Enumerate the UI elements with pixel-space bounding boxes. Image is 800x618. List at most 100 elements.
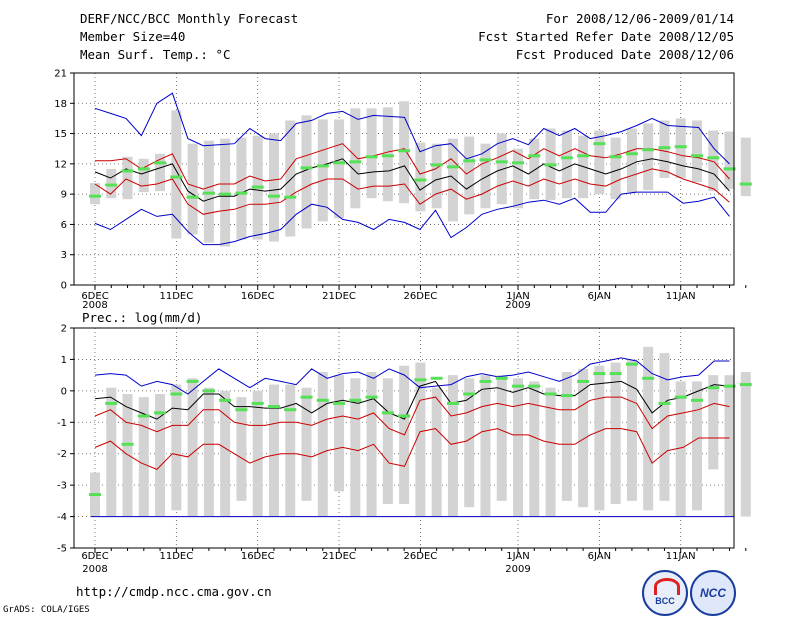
ensemble-median-mark [463,159,476,163]
forecast-period-label: For 2008/12/06-2009/01/14 [545,11,734,26]
ensemble-box [122,156,133,200]
ensemble-box [659,120,670,178]
started-refer-date-label: Fcst Started Refer Date 2008/12/05 [478,29,734,44]
ensemble-median-mark [723,384,736,388]
ensemble-box [480,375,491,517]
ensemble-median-mark [89,194,101,198]
ensemble-box [561,130,572,199]
ensemble-median-mark [284,408,297,412]
bcc-logo: BCC [642,570,688,616]
ensemble-box [415,142,426,212]
y-tick-label: 0 [61,386,67,397]
ensemble-box [513,148,524,209]
ensemble-box [220,138,231,247]
ensemble-box [138,397,149,517]
ensemble-box [285,384,296,517]
x-tick-label: 16DEC [241,291,275,302]
bcc-logo-text: BCC [655,596,675,606]
ensemble-median-mark [674,145,687,149]
ensemble-box [366,108,377,199]
ensemble-median-mark [528,154,541,158]
ensemble-median-mark [528,384,541,388]
ensemble-median-mark [267,405,280,409]
ensemble-median-mark [414,178,427,182]
x-tick-label: 11JAN [666,551,696,562]
ensemble-box [171,384,182,511]
ensemble-box [513,378,524,517]
ensemble-box [675,381,686,517]
x-tick-label: 21DEC [322,291,356,302]
ensemble-box [643,346,654,511]
ncc-logo-text: NCC [700,586,726,600]
ensemble-median-mark [381,411,394,415]
ensemble-median-mark [739,383,752,387]
ensemble-box [106,387,117,517]
series-max-line [94,357,730,395]
ensemble-median-mark [235,191,248,195]
ensemble-median-mark [137,414,150,418]
ensemble-box [301,387,312,501]
ensemble-box [578,368,589,508]
ensemble-box [529,381,540,517]
ensemble-box [90,183,100,205]
ensemble-median-mark [690,154,703,158]
ensemble-median-mark [544,392,557,396]
ensemble-median-mark [723,167,736,171]
x-tick-label: 6JAN [588,551,611,562]
y-tick-label: 2 [61,324,67,335]
ensemble-box [301,115,312,229]
grads-credit: GrADS: COLA/IGES [3,605,90,615]
bcc-logo-mark [654,578,680,595]
ensemble-median-mark [349,398,362,402]
ensemble-box [366,372,377,517]
ensemble-median-mark [495,376,508,380]
ensemble-box [382,107,393,202]
ensemble-median-mark [479,379,492,383]
ensemble-box [594,365,605,511]
ensemble-box [334,119,345,219]
ensemble-median-mark [284,195,297,199]
produced-date-label: Fcst Produced Date 2008/12/06 [515,47,734,62]
ensemble-box [610,137,621,200]
source-url[interactable]: http://cmdp.ncc.cma.gov.cn [76,584,272,599]
ensemble-median-mark [154,411,167,415]
ensemble-median-mark [219,192,232,196]
x-tick-label: 1JAN [506,551,529,562]
ensemble-median-mark [186,379,199,383]
ensemble-median-mark [707,156,720,160]
ensemble-box [659,353,670,501]
ensemble-median-mark [105,183,118,187]
ensemble-box [626,128,637,193]
y-tick-label: -1 [57,418,67,429]
ensemble-median-mark [430,376,443,380]
ensemble-box [122,394,133,517]
chart-title: DERF/NCC/BCC Monthly Forecast [80,11,299,26]
ensemble-median-mark [267,194,280,198]
ensemble-median-mark [593,142,606,146]
x-tick-label: 1JAN [506,291,529,302]
ensemble-median-mark [186,195,199,199]
ensemble-box [724,131,735,190]
variable-label: Mean Surf. Temp.: °C [80,47,231,62]
ensemble-median-mark [381,154,394,158]
ensemble-median-mark [609,372,622,376]
ensemble-median-mark [137,167,150,171]
ensemble-median-mark [300,166,313,170]
ensemble-median-mark [658,146,671,150]
x-tick-label: 11JAN [666,291,696,302]
ensemble-median-mark [544,163,557,167]
ensemble-median-mark [593,372,606,376]
ensemble-median-mark [333,161,346,165]
ensemble-median-mark [560,156,573,160]
ensemble-median-mark [495,160,508,164]
ensemble-median-mark [235,408,248,412]
ensemble-median-mark [560,394,573,398]
ensemble-median-mark [121,169,134,173]
ensemble-box [106,168,117,199]
x-tick-label: 26DEC [404,551,438,562]
ensemble-box [252,390,263,517]
ensemble-box [740,137,751,197]
ensemble-median-mark [479,158,492,162]
